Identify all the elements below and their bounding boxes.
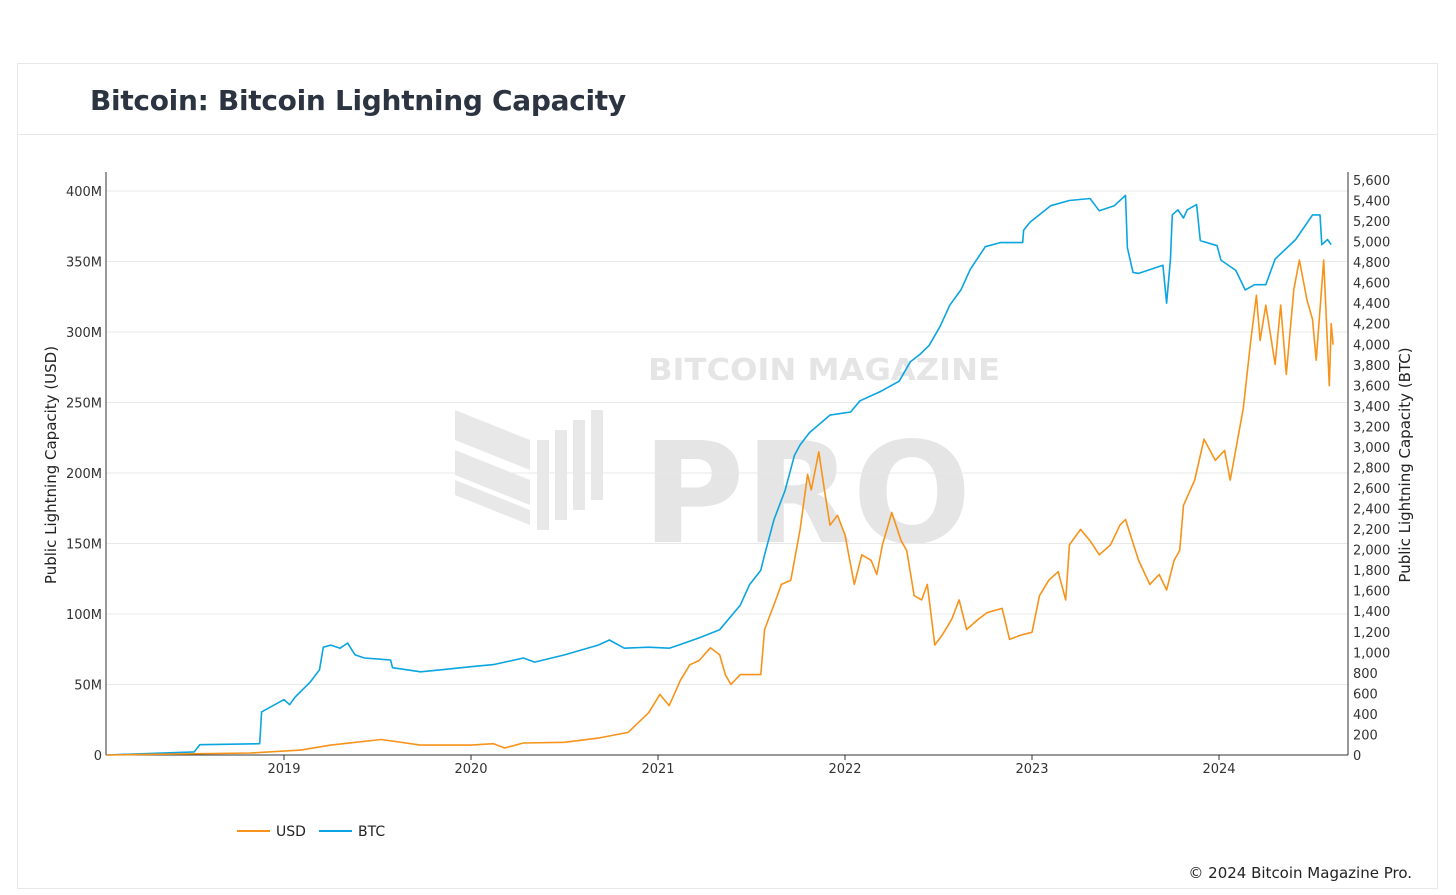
y-tick-label-left: 150M xyxy=(66,538,102,553)
watermark-line1: BITCOIN MAGAZINE xyxy=(648,353,1000,388)
y-tick-label-right: 1,200 xyxy=(1353,626,1390,641)
y-axis-title-left: Public Lightning Capacity (USD) xyxy=(42,346,60,584)
x-tick-label: 2024 xyxy=(1202,762,1235,777)
y-tick-label-right: 400 xyxy=(1353,708,1378,723)
y-tick-label-right: 5,400 xyxy=(1353,195,1390,210)
y-tick-label-right: 1,400 xyxy=(1353,605,1390,620)
y-tick-label-left: 350M xyxy=(66,256,102,271)
y-tick-label-right: 800 xyxy=(1353,667,1378,682)
card-header: Bitcoin: Bitcoin Lightning Capacity xyxy=(18,64,1437,135)
y-tick-label-right: 3,600 xyxy=(1353,379,1390,394)
y-tick-label-right: 2,400 xyxy=(1353,503,1390,518)
y-tick-label-right: 4,800 xyxy=(1353,256,1390,271)
page-title: Bitcoin: Bitcoin Lightning Capacity xyxy=(90,84,626,117)
y-tick-label-right: 2,600 xyxy=(1353,482,1390,497)
y-tick-label-right: 600 xyxy=(1353,687,1378,702)
y-tick-label-right: 1,600 xyxy=(1353,585,1390,600)
legend-label-btc: BTC xyxy=(358,824,385,840)
y-tick-label-right: 5,600 xyxy=(1353,174,1390,189)
y-tick-label-right: 4,400 xyxy=(1353,297,1390,312)
x-tick-label: 2019 xyxy=(267,762,300,777)
series-line-usd xyxy=(106,259,1334,756)
x-tick-label: 2021 xyxy=(641,762,674,777)
y-tick-label-right: 3,000 xyxy=(1353,441,1390,456)
legend: USD BTC xyxy=(237,824,385,840)
y-tick-label-right: 4,000 xyxy=(1353,338,1390,353)
x-tick-label: 2023 xyxy=(1015,762,1048,777)
x-tick-label: 2022 xyxy=(828,762,861,777)
x-tick-label: 2020 xyxy=(454,762,487,777)
copyright: © 2024 Bitcoin Magazine Pro. xyxy=(1188,864,1412,882)
y-tick-label-right: 4,200 xyxy=(1353,318,1390,333)
y-tick-label-right: 1,800 xyxy=(1353,564,1390,579)
y-tick-label-right: 1,000 xyxy=(1353,646,1390,661)
legend-item-usd[interactable]: USD xyxy=(237,824,306,840)
y-tick-label-right: 5,000 xyxy=(1353,236,1390,251)
y-tick-label-right: 3,800 xyxy=(1353,359,1390,374)
y-tick-label-left: 50M xyxy=(74,679,102,694)
y-tick-label-right: 2,200 xyxy=(1353,523,1390,538)
y-tick-label-left: 300M xyxy=(66,326,102,341)
y-tick-label-left: 250M xyxy=(66,397,102,412)
y-tick-label-right: 3,200 xyxy=(1353,420,1390,435)
legend-item-btc[interactable]: BTC xyxy=(319,824,385,840)
y-tick-label-right: 3,400 xyxy=(1353,400,1390,415)
y-tick-label-right: 5,200 xyxy=(1353,215,1390,230)
y-tick-label-right: 2,000 xyxy=(1353,544,1390,559)
legend-label-usd: USD xyxy=(276,824,306,840)
chart-card: Bitcoin: Bitcoin Lightning Capacity xyxy=(17,63,1438,889)
y-tick-label-left: 100M xyxy=(66,608,102,623)
y-tick-label-right: 2,800 xyxy=(1353,461,1390,476)
y-axis-title-right: Public Lightning Capacity (BTC) xyxy=(1396,347,1414,582)
y-tick-label-right: 0 xyxy=(1353,749,1361,764)
y-tick-label-left: 0 xyxy=(94,749,102,764)
watermark-line2: PRO xyxy=(642,413,971,576)
y-tick-label-right: 4,600 xyxy=(1353,277,1390,292)
watermark-logo: BITCOIN MAGAZINE PRO xyxy=(455,353,1000,576)
y-tick-label-left: 200M xyxy=(66,467,102,482)
series-line-btc xyxy=(106,194,1332,756)
y-tick-label-right: 200 xyxy=(1353,728,1378,743)
y-tick-label-left: 400M xyxy=(66,185,102,200)
